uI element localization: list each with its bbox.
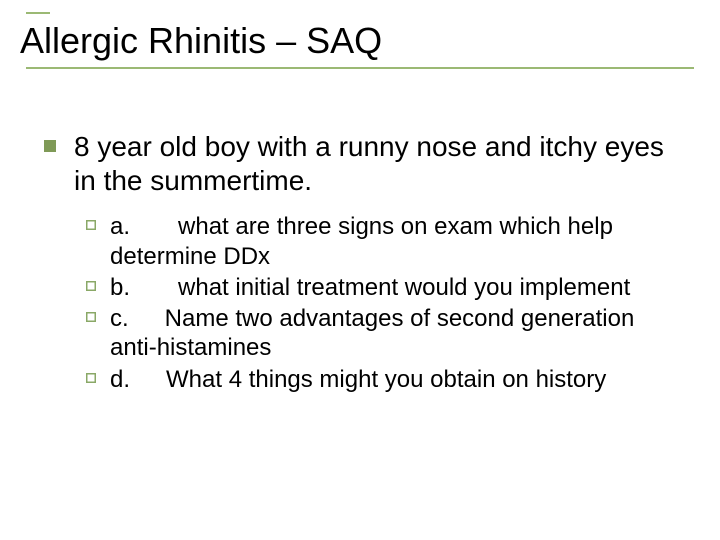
title-underline xyxy=(26,67,694,69)
hollow-square-bullet-icon xyxy=(86,220,96,230)
level2-group: a. what are three signs on exam which he… xyxy=(86,212,684,394)
hollow-square-bullet-icon xyxy=(86,281,96,291)
level2-text: b. what initial treatment would you impl… xyxy=(110,273,630,302)
level2-item: b. what initial treatment would you impl… xyxy=(86,273,684,302)
hollow-square-bullet-icon xyxy=(86,373,96,383)
level1-item: 8 year old boy with a runny nose and itc… xyxy=(44,130,684,198)
level2-text: a. what are three signs on exam which he… xyxy=(110,212,684,271)
level2-item: c. Name two advantages of second generat… xyxy=(86,304,684,363)
title-block: Allergic Rhinitis – SAQ xyxy=(20,12,700,67)
square-bullet-icon xyxy=(44,140,56,152)
level2-item: d. What 4 things might you obtain on his… xyxy=(86,365,684,394)
slide: Allergic Rhinitis – SAQ 8 year old boy w… xyxy=(0,0,720,540)
slide-title: Allergic Rhinitis – SAQ xyxy=(20,20,700,67)
body-area: 8 year old boy with a runny nose and itc… xyxy=(44,130,684,396)
hollow-square-bullet-icon xyxy=(86,312,96,322)
title-container: Allergic Rhinitis – SAQ xyxy=(20,12,700,67)
level2-item: a. what are three signs on exam which he… xyxy=(86,212,684,271)
level1-text: 8 year old boy with a runny nose and itc… xyxy=(74,130,684,198)
level2-text: c. Name two advantages of second generat… xyxy=(110,304,684,363)
title-top-accent xyxy=(26,12,50,14)
level2-text: d. What 4 things might you obtain on his… xyxy=(110,365,606,394)
